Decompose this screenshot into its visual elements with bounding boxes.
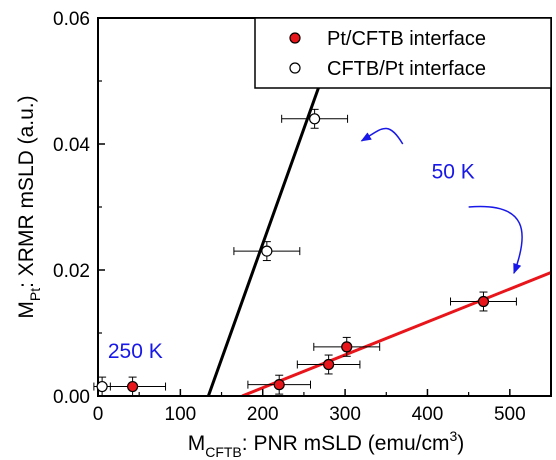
y-tick-label: 0.00 <box>53 387 90 408</box>
legend-marker <box>289 32 301 44</box>
pt-cftb-point <box>341 341 353 353</box>
fit-line-0 <box>241 271 551 396</box>
cftb-pt-point <box>96 380 108 393</box>
y-label-main: M <box>15 301 38 319</box>
pt-cftb-point <box>126 380 139 393</box>
legend-label: CFTB/Pt interface <box>327 58 486 80</box>
x-axis-label: MCFTB: PNR mSLD (emu/cm3) <box>188 428 465 460</box>
pt-cftb-point <box>477 295 490 308</box>
y-label-rest: : XRMR mSLD (a.u.) <box>15 95 38 288</box>
data-point-group <box>93 376 111 397</box>
annotation-arrow <box>468 205 523 275</box>
y-tick-label: 0.02 <box>53 261 90 282</box>
x-tick-label: 100 <box>165 404 197 425</box>
axis-labels: MCFTB: PNR mSLD (emu/cm3)MPt: XRMR mSLD … <box>15 95 464 460</box>
data-point-group <box>296 354 361 375</box>
annotations: 50 K 250 K <box>108 161 475 364</box>
x-label-main: M <box>188 432 206 455</box>
legend: Pt/CFTB interface CFTB/Pt interface <box>254 17 552 89</box>
y-tick-label: 0.04 <box>53 135 90 156</box>
x-tick-label: 500 <box>494 404 526 425</box>
legend-marker <box>289 62 301 74</box>
y-tick-label: 0.06 <box>53 9 90 30</box>
y-label-sub: Pt <box>27 288 43 301</box>
x-label-sub: CFTB <box>205 444 242 460</box>
annotation-label: 50 K <box>432 161 475 184</box>
x-tick-label: 0 <box>93 404 104 425</box>
axis-ticks: 0 100 200 300 400 500 0.00 0.02 0.04 0.06 <box>53 9 526 425</box>
x-tick-label: 400 <box>412 404 444 425</box>
x-label-close: ) <box>457 432 464 455</box>
x-label-sup: 3 <box>449 428 457 444</box>
x-tick-label: 300 <box>329 404 361 425</box>
annotation-arrow <box>360 127 404 145</box>
x-tick-label: 200 <box>247 404 279 425</box>
annotation-arrows <box>360 127 523 275</box>
data-point-group <box>313 336 381 357</box>
data-point-group <box>281 108 349 129</box>
data-points <box>93 108 517 397</box>
legend-label: Pt/CFTB interface <box>327 28 486 50</box>
pt-cftb-point <box>273 379 285 391</box>
data-point-group <box>247 374 311 395</box>
annotation-label: 250 K <box>108 340 163 363</box>
cftb-pt-point <box>309 113 321 125</box>
y-axis-label: MPt: XRMR mSLD (a.u.) <box>15 95 43 318</box>
pt-cftb-point <box>323 358 335 371</box>
x-label-rest: : PNR mSLD (emu/cm <box>242 432 450 455</box>
data-point-group <box>233 241 301 262</box>
legend-box <box>254 17 552 89</box>
data-point-group <box>450 291 517 312</box>
cftb-pt-point <box>261 245 273 257</box>
